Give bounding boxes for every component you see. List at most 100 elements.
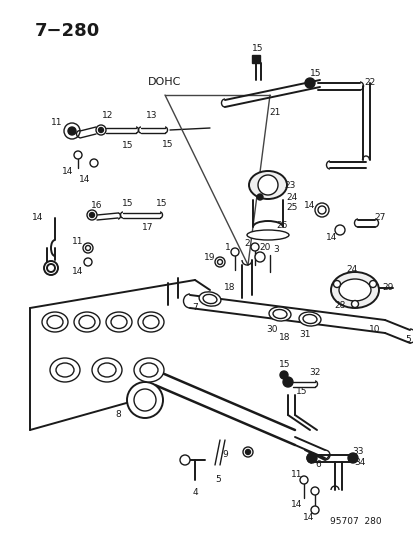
Circle shape <box>256 194 262 200</box>
Text: 14: 14 <box>325 233 337 243</box>
Text: DOHC: DOHC <box>147 77 181 87</box>
Circle shape <box>369 280 375 287</box>
Circle shape <box>254 252 264 262</box>
Text: 8: 8 <box>115 410 121 419</box>
Text: 25: 25 <box>286 204 297 213</box>
Text: 14: 14 <box>303 513 314 522</box>
Text: 15: 15 <box>279 360 290 369</box>
Circle shape <box>299 476 307 484</box>
Circle shape <box>98 127 103 133</box>
Circle shape <box>44 261 58 275</box>
Text: 31: 31 <box>299 330 310 340</box>
Ellipse shape <box>98 363 116 377</box>
Circle shape <box>351 301 358 308</box>
Text: 18: 18 <box>279 334 290 343</box>
Ellipse shape <box>74 312 100 332</box>
Ellipse shape <box>47 316 63 328</box>
Circle shape <box>304 78 314 88</box>
Text: 21: 21 <box>269 108 280 117</box>
Circle shape <box>306 453 316 463</box>
Circle shape <box>83 243 93 253</box>
Circle shape <box>242 447 252 457</box>
Ellipse shape <box>134 358 164 382</box>
Text: 5: 5 <box>404 335 410 344</box>
Text: 14: 14 <box>304 200 315 209</box>
Text: 11: 11 <box>291 471 302 480</box>
Ellipse shape <box>248 171 286 199</box>
Circle shape <box>245 449 250 455</box>
Ellipse shape <box>247 230 288 240</box>
Ellipse shape <box>268 307 290 321</box>
Ellipse shape <box>140 363 158 377</box>
Circle shape <box>279 371 287 379</box>
Circle shape <box>214 257 224 267</box>
Text: 9: 9 <box>222 450 227 459</box>
Circle shape <box>310 506 318 514</box>
Ellipse shape <box>199 292 221 306</box>
Text: 95707  280: 95707 280 <box>329 518 381 527</box>
Circle shape <box>134 389 156 411</box>
Text: 26: 26 <box>275 221 287 230</box>
Text: 14: 14 <box>291 500 302 510</box>
Text: 1: 1 <box>225 244 230 253</box>
Ellipse shape <box>138 312 164 332</box>
Ellipse shape <box>92 358 122 382</box>
Circle shape <box>257 175 277 195</box>
Text: 4: 4 <box>192 489 197 497</box>
Circle shape <box>89 213 94 217</box>
Circle shape <box>87 210 97 220</box>
Ellipse shape <box>142 316 159 328</box>
Ellipse shape <box>202 294 216 304</box>
Circle shape <box>74 151 82 159</box>
Ellipse shape <box>106 312 132 332</box>
Text: 29: 29 <box>381 284 393 293</box>
Circle shape <box>230 248 238 256</box>
Circle shape <box>217 260 222 264</box>
Text: 13: 13 <box>146 110 157 119</box>
Circle shape <box>64 123 80 139</box>
Text: 18: 18 <box>224 284 235 293</box>
Text: 17: 17 <box>142 223 153 232</box>
Text: 15: 15 <box>252 44 263 52</box>
Circle shape <box>47 264 55 272</box>
Text: 6: 6 <box>314 461 320 470</box>
Text: 22: 22 <box>363 77 375 86</box>
Text: 16: 16 <box>91 200 102 209</box>
Ellipse shape <box>42 312 68 332</box>
Text: 12: 12 <box>102 110 114 119</box>
Text: 11: 11 <box>72 238 83 246</box>
Circle shape <box>90 159 98 167</box>
Text: 5: 5 <box>215 475 221 484</box>
Circle shape <box>314 203 328 217</box>
Circle shape <box>347 453 357 463</box>
Ellipse shape <box>79 316 95 328</box>
Text: 24: 24 <box>286 192 297 201</box>
Ellipse shape <box>50 358 80 382</box>
Text: 3: 3 <box>273 246 278 254</box>
Text: 19: 19 <box>204 254 215 262</box>
Text: 15: 15 <box>296 387 307 397</box>
Text: 7−280: 7−280 <box>35 22 100 40</box>
Ellipse shape <box>302 314 316 324</box>
Text: 7: 7 <box>192 303 197 312</box>
Text: 14: 14 <box>62 167 74 176</box>
Text: 27: 27 <box>373 214 385 222</box>
Ellipse shape <box>330 272 378 308</box>
Ellipse shape <box>56 363 74 377</box>
Text: 33: 33 <box>351 448 363 456</box>
Circle shape <box>84 258 92 266</box>
Ellipse shape <box>272 310 286 319</box>
Text: 30: 30 <box>266 326 277 335</box>
Text: 20: 20 <box>259 243 270 252</box>
Text: 15: 15 <box>122 141 133 149</box>
Text: 24: 24 <box>346 265 357 274</box>
Circle shape <box>180 455 190 465</box>
Ellipse shape <box>338 279 370 301</box>
Text: 32: 32 <box>309 368 320 377</box>
Circle shape <box>334 225 344 235</box>
Text: 14: 14 <box>79 175 90 184</box>
Circle shape <box>68 127 76 135</box>
Text: 15: 15 <box>156 198 167 207</box>
Circle shape <box>96 125 106 135</box>
Text: 2: 2 <box>244 238 249 247</box>
